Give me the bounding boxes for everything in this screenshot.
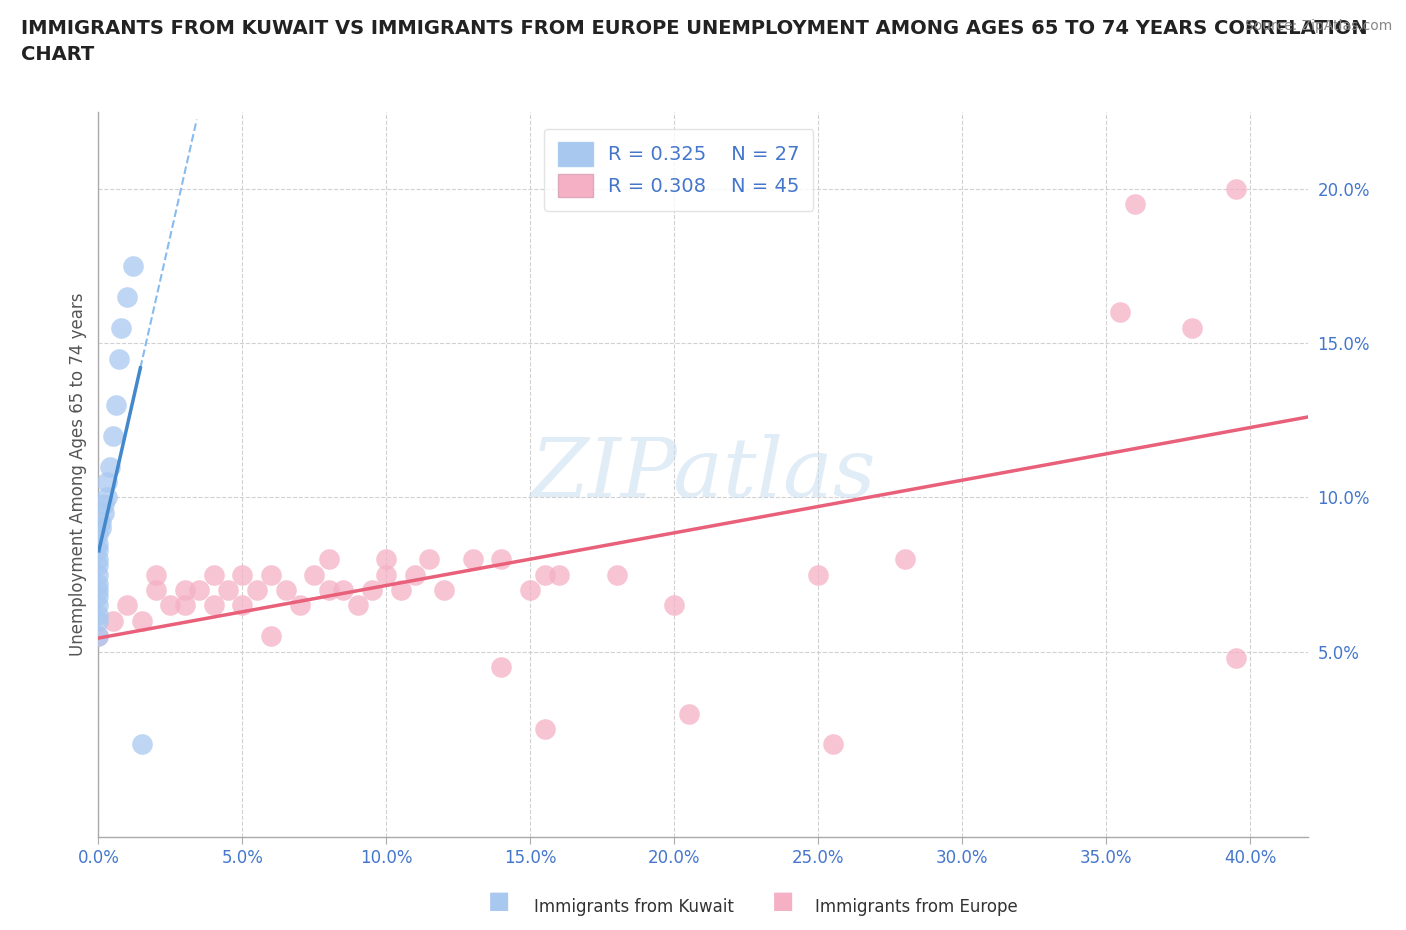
Point bbox=[93, 497, 115, 512]
Point bbox=[90, 514, 112, 529]
Point bbox=[678, 706, 700, 721]
Point bbox=[131, 737, 153, 751]
Text: Source: ZipAtlas.com: Source: ZipAtlas.com bbox=[1244, 19, 1392, 33]
Point bbox=[217, 582, 239, 597]
Point bbox=[260, 629, 283, 644]
Point bbox=[188, 582, 211, 597]
Point bbox=[304, 567, 326, 582]
Text: ZIPatlas: ZIPatlas bbox=[530, 434, 876, 514]
Point bbox=[1109, 305, 1132, 320]
Point bbox=[101, 429, 124, 444]
Point bbox=[404, 567, 426, 582]
Point bbox=[288, 598, 311, 613]
Point bbox=[361, 582, 384, 597]
Point bbox=[173, 582, 195, 597]
Point bbox=[87, 577, 110, 591]
Point bbox=[202, 598, 225, 613]
Point bbox=[461, 551, 484, 566]
Point bbox=[893, 551, 915, 566]
Point bbox=[1225, 181, 1247, 196]
Point bbox=[533, 567, 555, 582]
Point bbox=[260, 567, 283, 582]
Point bbox=[664, 598, 686, 613]
Point bbox=[90, 521, 112, 536]
Point bbox=[107, 352, 129, 366]
Point bbox=[433, 582, 456, 597]
Text: ■: ■ bbox=[772, 889, 794, 913]
Point bbox=[115, 598, 138, 613]
Point bbox=[606, 567, 628, 582]
Point bbox=[202, 567, 225, 582]
Point bbox=[274, 582, 297, 597]
Point bbox=[87, 582, 110, 597]
Point bbox=[231, 598, 253, 613]
Point bbox=[332, 582, 354, 597]
Point bbox=[96, 490, 118, 505]
Point bbox=[1123, 197, 1146, 212]
Point bbox=[122, 259, 145, 273]
Point bbox=[1225, 650, 1247, 665]
Point bbox=[87, 614, 110, 629]
Point bbox=[87, 589, 110, 604]
Point bbox=[821, 737, 844, 751]
Text: IMMIGRANTS FROM KUWAIT VS IMMIGRANTS FROM EUROPE UNEMPLOYMENT AMONG AGES 65 TO 7: IMMIGRANTS FROM KUWAIT VS IMMIGRANTS FRO… bbox=[21, 19, 1368, 64]
Point bbox=[87, 537, 110, 551]
Point bbox=[87, 558, 110, 573]
Point bbox=[87, 629, 110, 644]
Point bbox=[93, 505, 115, 520]
Y-axis label: Unemployment Among Ages 65 to 74 years: Unemployment Among Ages 65 to 74 years bbox=[69, 293, 87, 656]
Point bbox=[548, 567, 571, 582]
Point bbox=[318, 582, 340, 597]
Point bbox=[1181, 320, 1204, 335]
Point bbox=[101, 614, 124, 629]
Point bbox=[346, 598, 368, 613]
Point bbox=[533, 722, 555, 737]
Point bbox=[96, 474, 118, 489]
Point bbox=[318, 551, 340, 566]
Point bbox=[87, 598, 110, 613]
Point bbox=[491, 551, 513, 566]
Point bbox=[519, 582, 541, 597]
Text: ■: ■ bbox=[488, 889, 510, 913]
Point bbox=[231, 567, 253, 582]
Point bbox=[115, 289, 138, 304]
Point bbox=[159, 598, 181, 613]
Point bbox=[389, 582, 412, 597]
Point bbox=[87, 629, 110, 644]
Point bbox=[98, 459, 121, 474]
Legend: R = 0.325    N = 27, R = 0.308    N = 45: R = 0.325 N = 27, R = 0.308 N = 45 bbox=[544, 128, 814, 211]
Point bbox=[145, 567, 167, 582]
Point bbox=[131, 614, 153, 629]
Point bbox=[87, 607, 110, 622]
Point bbox=[375, 551, 398, 566]
Point bbox=[173, 598, 195, 613]
Point bbox=[87, 551, 110, 566]
Point bbox=[375, 567, 398, 582]
Point bbox=[246, 582, 269, 597]
Point bbox=[104, 397, 127, 412]
Point bbox=[145, 582, 167, 597]
Point bbox=[418, 551, 440, 566]
Point bbox=[110, 320, 132, 335]
Point bbox=[87, 542, 110, 557]
Text: Immigrants from Kuwait: Immigrants from Kuwait bbox=[534, 898, 734, 916]
Text: Immigrants from Europe: Immigrants from Europe bbox=[815, 898, 1018, 916]
Point bbox=[491, 659, 513, 674]
Point bbox=[87, 567, 110, 582]
Point bbox=[87, 527, 110, 542]
Point bbox=[807, 567, 830, 582]
